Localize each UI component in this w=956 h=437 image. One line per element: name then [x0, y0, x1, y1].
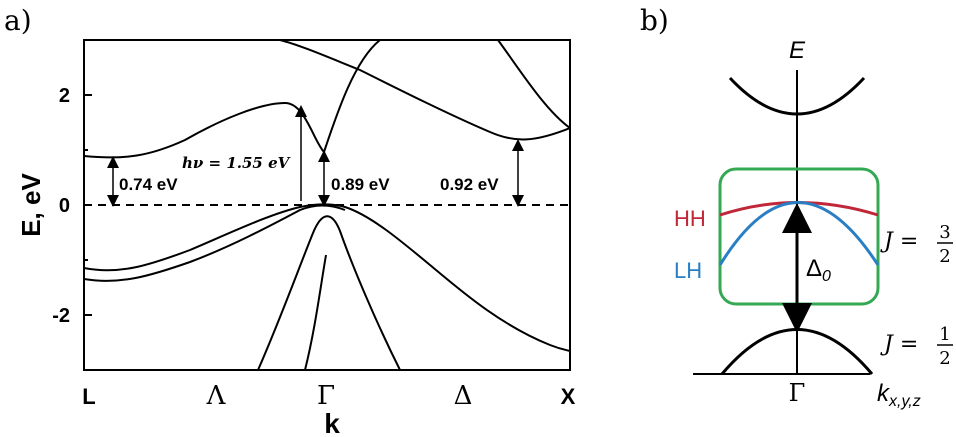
y-axis-label: E, eV [16, 173, 46, 237]
conduction-band [728, 76, 866, 116]
delta-symbol: Δ [806, 255, 822, 282]
gap-X-label: 0.92 eV [440, 175, 499, 194]
valence-split-off-right [304, 254, 327, 370]
k-axis-main: k [877, 380, 891, 407]
valence-split-off [257, 215, 401, 370]
panel-a-label: a) [4, 4, 32, 37]
valence-heavy-hole [84, 203, 570, 352]
j-upper-denominator: 2 [939, 246, 950, 267]
heavy-hole-band [719, 201, 879, 217]
conduction-band-upper-right [497, 40, 570, 129]
k-axis-subscript: x,y,z [888, 393, 921, 410]
panel-b-label: b) [640, 4, 669, 37]
hh-label: HH [674, 206, 706, 231]
j-upper-prefix: J = [880, 229, 925, 254]
x-tick-Lambda: Λ [206, 381, 227, 411]
k-axis-label: kx,y,z [877, 380, 921, 410]
panel-a: a) 2 0 -2 E, eV L Λ Γ Δ X k [4, 4, 576, 437]
conduction-band-lowest [84, 40, 381, 159]
delta-subscript: 0 [822, 268, 831, 285]
y-tick-2: 2 [59, 85, 70, 107]
j-upper-numerator: 3 [939, 222, 950, 243]
x-tick-Delta: Δ [454, 381, 473, 411]
gap-L-label: 0.74 eV [119, 175, 178, 194]
j-lower-denominator: 2 [939, 348, 950, 369]
photon-energy-label: hν = 1.55 eV [182, 154, 291, 172]
x-tick-Gamma: Γ [317, 381, 335, 411]
j-lower-numerator: 1 [939, 324, 950, 345]
panel-b: b) E kx,y,z Γ HH LH Δ0 J = 3 2 [640, 4, 953, 410]
valence-top-highlight-box [718, 167, 880, 306]
energy-axis-label: E [789, 37, 806, 64]
y-tick-neg2: -2 [52, 305, 70, 327]
light-hole-band [718, 201, 880, 266]
spin-orbit-label: Δ0 [806, 255, 831, 285]
x-tick-L: L [82, 384, 95, 409]
y-tick-0: 0 [59, 195, 70, 217]
j-three-halves-label: J = 3 2 [880, 222, 953, 267]
gap-arrows [107, 105, 524, 207]
j-one-half-label: J = 1 2 [880, 324, 953, 369]
gamma-point-label: Γ [789, 379, 806, 407]
lh-label: LH [674, 258, 702, 283]
x-axis-label: k [324, 408, 340, 437]
conduction-band-x-valley [279, 40, 570, 141]
x-tick-X: X [561, 384, 576, 409]
gap-gamma-label: 0.89 eV [331, 175, 390, 194]
j-lower-prefix: J = [880, 332, 925, 357]
